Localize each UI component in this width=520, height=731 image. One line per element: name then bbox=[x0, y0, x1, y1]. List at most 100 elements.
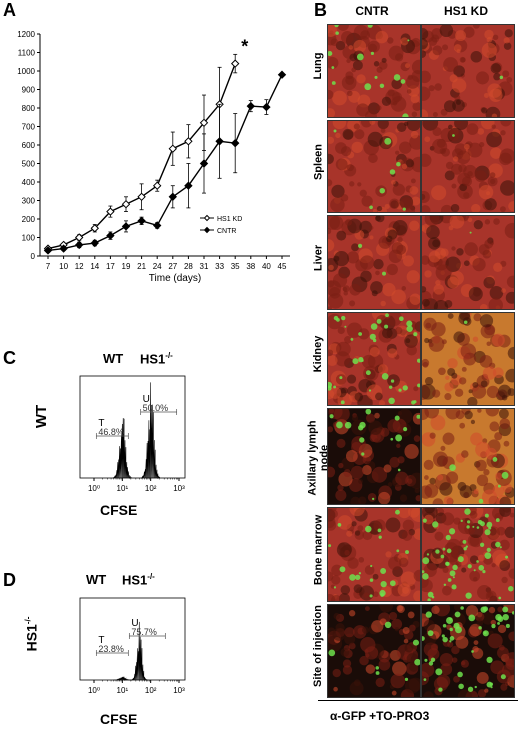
tissue-speckle bbox=[481, 121, 495, 130]
data-point bbox=[230, 138, 240, 148]
tissue-speckle bbox=[501, 576, 508, 584]
tissue-speckle bbox=[422, 383, 436, 400]
data-point bbox=[199, 159, 209, 168]
gfp-signal bbox=[385, 313, 389, 318]
tissue-speckle bbox=[349, 681, 364, 696]
gfp-signal bbox=[413, 332, 418, 337]
gfp-signal bbox=[486, 547, 491, 553]
tissue-speckle bbox=[340, 146, 352, 157]
gfp-signal bbox=[511, 611, 514, 615]
tissue-speckle bbox=[385, 551, 392, 558]
tissue-speckle bbox=[328, 593, 336, 601]
tissue-speckle bbox=[468, 286, 483, 302]
tissue-speckle bbox=[461, 366, 467, 372]
tissue-speckle bbox=[337, 484, 344, 491]
gfp-signal bbox=[358, 424, 364, 431]
gfp-signal bbox=[389, 580, 396, 587]
d-col-wt: WT bbox=[86, 572, 107, 587]
tissue-speckle bbox=[340, 194, 349, 202]
tissue-speckle bbox=[499, 539, 510, 551]
tissue-speckle bbox=[469, 570, 481, 582]
tissue-speckle bbox=[469, 623, 482, 637]
tissue-speckle bbox=[424, 475, 429, 480]
tissue-speckle bbox=[422, 286, 427, 293]
tissue-speckle bbox=[400, 37, 409, 46]
tissue-speckle bbox=[451, 246, 456, 251]
y-tick-label: 700 bbox=[22, 123, 36, 132]
tissue-speckle bbox=[476, 672, 489, 684]
tissue-speckle bbox=[342, 285, 350, 293]
tissue-speckle bbox=[499, 560, 511, 571]
significance-asterisk: * bbox=[241, 36, 248, 56]
gfp-signal bbox=[426, 553, 430, 556]
column-header-hs1kd: HS1 KD bbox=[443, 4, 488, 18]
tissue-speckle bbox=[442, 432, 455, 445]
tissue-speckle bbox=[454, 121, 461, 125]
tissue-speckle bbox=[444, 170, 455, 181]
data-point bbox=[199, 118, 209, 128]
tissue-speckle bbox=[451, 183, 457, 189]
data-point bbox=[74, 240, 84, 250]
gfp-signal bbox=[486, 521, 493, 528]
tissue-speckle bbox=[463, 260, 470, 267]
tissue-speckle bbox=[359, 255, 375, 270]
tissue-speckle bbox=[347, 557, 359, 569]
tissue-speckle bbox=[459, 313, 471, 321]
tissue-speckle bbox=[440, 445, 446, 451]
tissue-speckle bbox=[333, 686, 338, 692]
tissue-speckle bbox=[405, 338, 411, 344]
tissue-speckle bbox=[346, 251, 360, 264]
tissue-speckle bbox=[472, 257, 486, 272]
tissue-speckle bbox=[497, 624, 507, 634]
gfp-signal bbox=[374, 75, 378, 79]
tissue-speckle bbox=[477, 554, 485, 562]
tissue-speckle bbox=[389, 456, 400, 468]
tissue-speckle bbox=[361, 195, 373, 207]
tissue-speckle bbox=[428, 336, 445, 352]
gfp-signal bbox=[328, 50, 333, 57]
tissue-speckle bbox=[447, 313, 454, 319]
x-tick-label: 10² bbox=[145, 686, 157, 695]
tissue-speckle bbox=[328, 25, 337, 38]
growth-line-chart: 0 100 200 300 400 500 600 700 800 900 1000 1100 1200… bbox=[17, 30, 290, 284]
tissue-speckle bbox=[378, 400, 386, 405]
tissue-speckle bbox=[372, 573, 379, 580]
y-tick-label: 300 bbox=[22, 197, 36, 206]
tissue-speckle bbox=[424, 508, 435, 514]
gfp-signal bbox=[417, 358, 420, 363]
tissue-speckle bbox=[488, 297, 503, 309]
tissue-speckle bbox=[411, 111, 418, 117]
tissue-speckle bbox=[459, 422, 466, 429]
tissue-speckle bbox=[395, 150, 400, 155]
tissue-speckle bbox=[397, 605, 405, 614]
tissue-speckle bbox=[432, 111, 438, 117]
tissue-speckle bbox=[369, 235, 374, 240]
tissue-speckle bbox=[491, 113, 498, 117]
tissue-speckle bbox=[365, 413, 376, 423]
tissue-speckle bbox=[401, 286, 407, 291]
gfp-signal bbox=[467, 686, 474, 692]
tissue-speckle bbox=[445, 375, 450, 380]
tissue-speckle bbox=[443, 496, 453, 504]
tissue-speckle bbox=[346, 374, 357, 384]
data-point bbox=[152, 181, 162, 190]
gfp-signal bbox=[398, 388, 402, 392]
tissue-speckle bbox=[437, 474, 444, 481]
tissue-speckle bbox=[431, 28, 443, 40]
tissue-speckle bbox=[351, 243, 359, 252]
tissue-speckle bbox=[475, 441, 491, 458]
gfp-signal bbox=[442, 623, 447, 628]
x-tick-label: 10³ bbox=[173, 686, 185, 695]
gfp-signal bbox=[406, 320, 413, 327]
tissue-speckle bbox=[490, 660, 505, 675]
gate-percent-u: 50.0% bbox=[143, 403, 169, 413]
tissue-speckle bbox=[380, 300, 386, 307]
gfp-signal bbox=[381, 373, 389, 380]
gfp-signal bbox=[443, 583, 447, 586]
gfp-signal bbox=[467, 520, 471, 524]
gfp-signal bbox=[396, 549, 400, 553]
gfp-signal bbox=[449, 570, 456, 577]
tissue-speckle bbox=[369, 225, 374, 230]
tissue-speckle bbox=[497, 606, 504, 613]
gfp-signal bbox=[390, 437, 394, 441]
